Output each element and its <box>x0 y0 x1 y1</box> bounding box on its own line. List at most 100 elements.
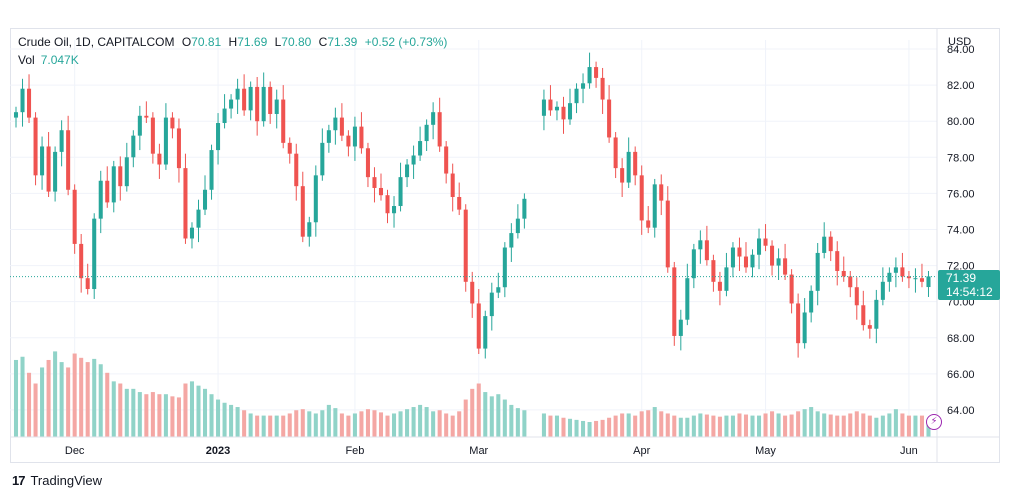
candle-body <box>476 303 481 349</box>
volume-bar <box>587 422 592 437</box>
candle-body <box>294 153 299 187</box>
candle-body <box>874 299 879 329</box>
open-label: O <box>181 35 192 49</box>
tradingview-brand[interactable]: 17 TradingView <box>12 473 102 488</box>
candle-body <box>600 77 605 100</box>
candle-body <box>457 196 462 210</box>
volume-bar <box>483 392 488 437</box>
volume-bar <box>835 415 840 437</box>
y-tick-label: 80.00 <box>947 116 975 128</box>
change-value: +0.52 (+0.73%) <box>364 35 448 49</box>
candle-body <box>581 83 586 89</box>
volume-value: 7.047K <box>40 53 79 67</box>
volume-bar <box>698 413 703 437</box>
volume-bar <box>118 383 123 437</box>
candle-body <box>626 151 631 183</box>
candle-body <box>53 151 58 192</box>
candle-body <box>822 236 827 253</box>
candle-body <box>483 316 488 349</box>
candle-body <box>13 112 19 118</box>
grid-lines <box>10 40 937 437</box>
candle-body <box>607 99 612 138</box>
volume-bar <box>216 399 221 437</box>
symbol-name: Crude Oil, 1D, CAPITALCOM <box>18 35 175 49</box>
candle-body <box>72 189 77 244</box>
volume-bar <box>209 394 214 437</box>
candle-body <box>463 209 468 282</box>
volume-bar <box>66 367 71 437</box>
volume-bar <box>554 415 559 437</box>
bar-countdown: 14:54:12 <box>946 285 993 299</box>
candle-body <box>105 180 110 203</box>
volume-bar <box>137 392 142 437</box>
candle-body <box>20 88 25 113</box>
candle-body <box>496 287 501 293</box>
volume-bar <box>333 408 338 437</box>
volume-bar <box>424 407 429 437</box>
axes: 64.0066.0068.0070.0072.0074.0076.0078.00… <box>10 28 1000 463</box>
volume-bar <box>594 420 599 437</box>
volume-bar <box>685 417 690 437</box>
lightning-icon[interactable]: ⚡ <box>926 414 942 430</box>
volume-bar <box>711 415 716 437</box>
currency-label[interactable]: USD <box>948 36 972 48</box>
volume-bar <box>248 413 253 437</box>
y-tick-label: 64.00 <box>947 405 975 417</box>
candle-body <box>222 108 227 124</box>
candle-body <box>27 88 32 118</box>
volume-bar <box>326 404 331 437</box>
candle-body <box>326 130 331 143</box>
candle-body <box>796 303 801 344</box>
volume-bar <box>111 381 116 437</box>
volume-bar <box>880 415 885 437</box>
candle-body <box>613 137 618 169</box>
candle-body <box>691 249 696 279</box>
volume-bar <box>274 415 279 437</box>
volume-bar <box>46 359 51 437</box>
volume-bar <box>672 415 677 437</box>
volume-bar <box>372 410 377 437</box>
volume-bar <box>92 358 97 437</box>
candle-body <box>880 281 885 300</box>
volume-bar <box>470 388 475 437</box>
candle-body <box>730 247 735 268</box>
candle-body <box>40 146 45 176</box>
candle-body <box>743 256 749 268</box>
volume-bar <box>509 404 514 437</box>
candle-body <box>418 141 423 156</box>
volume-bar <box>893 409 898 437</box>
volume-bar <box>20 356 25 437</box>
candle-body <box>711 260 716 282</box>
volume-bar <box>906 415 911 437</box>
x-tick-label: Apr <box>633 445 650 457</box>
volume-bar <box>300 409 305 437</box>
volume-bar <box>131 388 136 437</box>
volume-bar <box>678 417 683 437</box>
volume-bar <box>496 394 501 437</box>
volume-bar <box>704 414 709 437</box>
candle-body <box>717 281 722 291</box>
volume-bar <box>27 372 32 437</box>
candle-body <box>522 198 527 219</box>
volume-bar <box>202 388 208 437</box>
volume-bar <box>229 404 234 437</box>
volume-bar <box>378 412 384 437</box>
candle-body <box>906 276 911 279</box>
y-tick-label: 72.00 <box>947 261 975 273</box>
candle-body <box>828 236 833 252</box>
volume-bar <box>352 413 357 437</box>
volume-bar <box>176 397 181 437</box>
volume-bar <box>887 413 892 437</box>
y-tick-label: 82.00 <box>947 80 975 92</box>
candle-body <box>431 112 436 125</box>
candle-body <box>541 99 546 116</box>
volume-bar <box>802 409 807 437</box>
candle-body <box>333 117 338 131</box>
y-tick-label: 78.00 <box>947 152 975 164</box>
volume-bar <box>365 409 370 437</box>
candle-body <box>515 218 520 234</box>
candle-body <box>405 164 410 178</box>
symbol-legend: Crude Oil, 1D, CAPITALCOM O70.81 H71.69 … <box>18 35 447 49</box>
candle-body <box>587 67 592 84</box>
